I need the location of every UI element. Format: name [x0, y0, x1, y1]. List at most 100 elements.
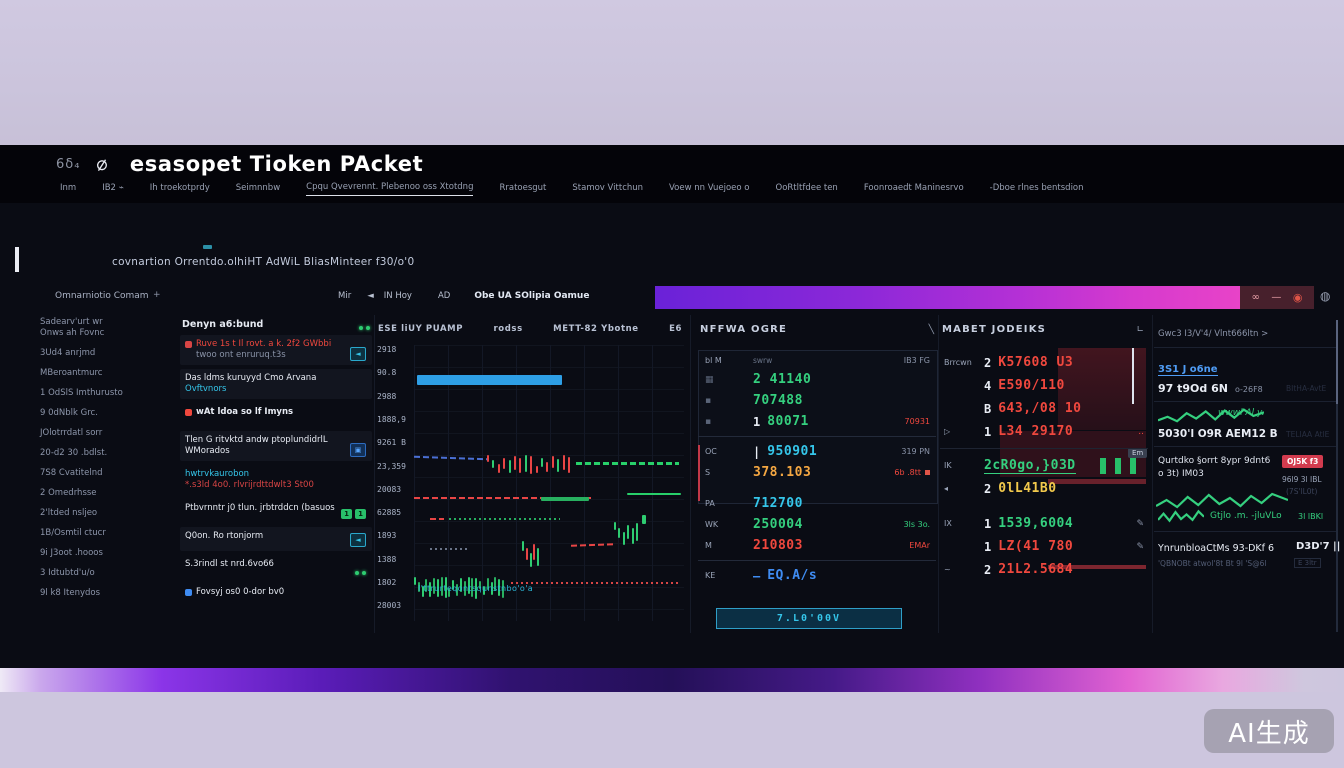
chart-line-mark	[511, 582, 679, 585]
watchlist-item[interactable]: Fovsyj os0 0-dor bv0	[180, 583, 372, 607]
orderbook-row[interactable]: PA 712700	[698, 493, 936, 514]
nav-item[interactable]: Rratoesgut	[499, 183, 547, 193]
toolbar-context-label[interactable]: Omnarniotio Comam	[55, 291, 149, 301]
sidebar-item[interactable]: 2'ltded nsljeo	[40, 508, 98, 518]
watchlist-item[interactable]: Tlen G ritvktd andw ptoplundidrlL WMorado…	[180, 431, 372, 461]
orderbook-row[interactable]: KE — EQ.A/s	[698, 565, 936, 586]
sidebar-item[interactable]: 9i J3oot .hooos	[40, 548, 103, 558]
chart-header-item[interactable]: ESE liUY PUAMP	[378, 324, 464, 334]
market-row[interactable]: 1 LZ(41 780 ✎	[940, 535, 1148, 558]
candle	[486, 455, 489, 463]
glasses-icon[interactable]: ∞	[1251, 291, 1260, 303]
sidebar-item[interactable]: 7S8 Cvatitelnd	[40, 468, 103, 478]
watchlist-item-text: Q0on. Ro rtonjorm	[185, 531, 264, 541]
row-label: KE	[705, 571, 716, 580]
market-expand-icon[interactable]: ∟	[1136, 324, 1144, 335]
candle	[433, 577, 436, 594]
market-row[interactable]: ◂ 2 0lL41B0	[940, 477, 1148, 500]
stats-link[interactable]: 3S1 J o6ne	[1158, 364, 1218, 376]
row-action-icon[interactable]: ..	[1138, 426, 1144, 437]
chart-header-item[interactable]: METT-82 Ybotne	[553, 324, 639, 334]
y-axis-label: 1802	[377, 578, 397, 587]
market-row[interactable]: IK 2cR0go,}03D	[940, 454, 1148, 477]
nav-item[interactable]: Stamov Vittchun	[572, 183, 644, 193]
action-icon[interactable]: ◄	[350, 533, 366, 547]
orderbook-row[interactable]: M 210803 EMAr	[698, 535, 936, 556]
orderbook-action-button[interactable]: 7.L0'00V	[716, 608, 902, 629]
toolbar-item[interactable]: AD	[437, 291, 451, 301]
globe-icon[interactable]: ◍	[1320, 289, 1331, 303]
market-scrollbar[interactable]	[1132, 348, 1134, 404]
sidebar-item[interactable]: 9l k8 Itenydos	[40, 588, 101, 598]
row-icon: ▪	[705, 395, 712, 406]
row-count: 2	[984, 562, 992, 577]
row-action-icon[interactable]: ✎	[1136, 518, 1144, 529]
toolbar-item[interactable]: Mir	[338, 291, 352, 301]
market-row[interactable]: IX 1 1539,6004 ✎	[940, 512, 1148, 535]
toolbar-expand-icon[interactable]: +	[153, 290, 161, 300]
watchlist-item[interactable]: Ruve 1s t Il rovt. a k. 2f2 GWbbi twoo on…	[180, 335, 372, 365]
sidebar-item[interactable]: 9 0dNblk Grc.	[40, 408, 98, 418]
action-icon[interactable]: ▣	[350, 443, 366, 457]
sidebar-item[interactable]: MBeroantmurc	[40, 368, 103, 378]
sidebar-item[interactable]: Sadearv'urt wr Onws ah Fovnc	[40, 317, 105, 338]
orderbook-row[interactable]: S 378.103 6b .8tt	[698, 462, 936, 483]
minimize-icon[interactable]: —	[1271, 291, 1282, 303]
candle	[436, 579, 439, 598]
sidebar-item[interactable]: 20-d2 30 .bdlst.	[40, 448, 108, 458]
chart-header-item[interactable]: rodss	[493, 324, 523, 334]
watchlist-item-text: hwtrvkaurobon *.s3ld 4o0. rlvrijrdttdwlt3…	[185, 469, 314, 490]
watchlist-item[interactable]: Ptbvrnntr j0 tlun. jrbtrddcn (basuos 1 1	[180, 499, 372, 523]
watchlist-item[interactable]: Das ldms kuruyyd Cmo Arvana Ovftvnors	[180, 369, 372, 399]
candle	[622, 532, 625, 545]
stats-scrollbar-thumb[interactable]	[1336, 320, 1338, 404]
market-row[interactable]: ▷ 1 L34 29170..	[940, 420, 1148, 443]
watchlist-item[interactable]: S.3rindl st nrd.6vo66	[180, 555, 372, 579]
orderbook-row[interactable]: ▪ 1 80071 70931	[698, 411, 936, 432]
nav-item[interactable]: Inm	[60, 183, 77, 193]
toolbar-item[interactable]: Obe UA SOlipia Oamue	[474, 291, 590, 301]
chart-header-item[interactable]: E6	[669, 324, 682, 334]
market-row[interactable]: ~2 21L2.5684	[940, 558, 1148, 581]
orderbook-row[interactable]: bl M swrw IB3 FG	[698, 352, 936, 369]
watchlist-item[interactable]: wAt ldoa so lf Imyns	[180, 403, 372, 427]
nav-item[interactable]: Voew nn Vuejoeo o	[669, 183, 750, 193]
watchlist-item[interactable]: hwtrvkaurobon *.s3ld 4o0. rlvrijrdttdwlt3…	[180, 465, 372, 495]
orderbook-row[interactable]: ▦ 2 41140	[698, 369, 936, 390]
logo[interactable]: 6δ₄ ⌀ esasopet Tioken PAcket	[56, 152, 423, 176]
sidebar-item[interactable]: 1B/Osmtil ctucr	[40, 528, 106, 538]
orderbook-row[interactable]: ▪ 707488	[698, 390, 936, 411]
stats-scrollbar-track[interactable]	[1336, 320, 1338, 632]
candle	[444, 577, 447, 599]
market-row[interactable]: 4 E590/110	[940, 374, 1148, 397]
sidebar-item[interactable]: JOlotrrdatl sorr	[40, 428, 103, 438]
market-row[interactable]: B 643,/08 10	[940, 397, 1148, 420]
candle	[414, 576, 416, 585]
orderbook-row[interactable]: WK 250004 3ls 3o.	[698, 514, 936, 535]
stats-panel-title: Gwc3 I3/V'4/ Vlnt666ltn >	[1158, 329, 1269, 339]
sidebar-item[interactable]: 3 Idtubtd'u/o	[40, 568, 95, 578]
candle	[421, 586, 424, 598]
action-icon[interactable]: ◄	[350, 347, 366, 361]
watchlist-item[interactable]: Q0on. Ro rtonjorm ◄	[180, 527, 372, 551]
toolbar-item[interactable]: ◄	[367, 291, 374, 301]
nav-item[interactable]: Foonroaedt Maninesrvo	[863, 183, 964, 193]
nav-item[interactable]: Cpqu Qvevrennt. Plebenoo oss Xtotdng	[306, 182, 474, 196]
market-row[interactable]: Brrcwn 2 K57608 U3	[940, 351, 1148, 374]
sidebar-item[interactable]: 1 OdSlS Imthurusto	[40, 388, 123, 398]
orderbook-expand-icon[interactable]: ╲	[928, 324, 934, 335]
record-icon[interactable]: ◉	[1292, 291, 1303, 304]
nav-item[interactable]: OoRtltfdee ten	[775, 183, 838, 193]
orderbook-row[interactable]: OC | 950901 319 PN	[698, 441, 936, 462]
sidebar-item[interactable]: 2 Omedrhsse	[40, 488, 97, 498]
toolbar-item[interactable]: IN Hoy	[383, 291, 412, 301]
row-value: 2 41140	[753, 372, 812, 387]
candlestick-chart[interactable]: I'ttrurteqontsqunstnbo'o'a	[413, 345, 684, 621]
nav-item[interactable]: Ih troekotprdy	[149, 183, 210, 193]
sidebar-item[interactable]: 3Ud4 anrjmd	[40, 348, 96, 358]
nav-item[interactable]: -Dboe rlnes bentsdion	[989, 183, 1084, 193]
nav-item[interactable]: IB2 ⌁	[102, 183, 124, 193]
nav-item[interactable]: Seimnnbw	[235, 183, 281, 193]
row-action-icon[interactable]: ✎	[1136, 541, 1144, 552]
